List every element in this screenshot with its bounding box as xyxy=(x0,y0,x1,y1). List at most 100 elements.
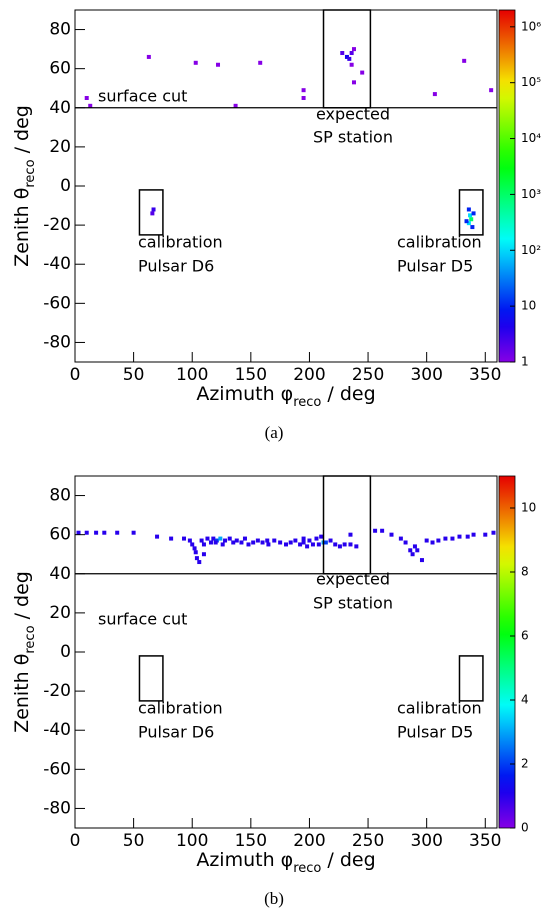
bin xyxy=(223,538,228,543)
annotation: calibration xyxy=(397,233,482,252)
bin xyxy=(462,58,467,63)
bin xyxy=(351,80,356,85)
bin xyxy=(131,530,136,535)
y-tick-label: 60 xyxy=(49,525,71,545)
x-axis-label-sub: reco xyxy=(293,861,321,876)
colorbar xyxy=(498,9,516,363)
x-tick-label: 50 xyxy=(123,831,145,851)
bin xyxy=(415,548,420,553)
y-axis-label-sub: reco xyxy=(23,625,38,653)
bin xyxy=(218,536,223,541)
bin xyxy=(234,538,239,543)
caption: (b) xyxy=(264,889,284,908)
bin xyxy=(278,540,283,545)
bin xyxy=(337,544,342,549)
bin xyxy=(323,540,328,545)
bin xyxy=(468,213,473,218)
bin xyxy=(465,534,470,539)
bin xyxy=(305,544,310,549)
y-tick-label: -80 xyxy=(43,332,71,352)
colorbar-tick-label: 10³ xyxy=(521,187,541,201)
bin xyxy=(151,207,156,212)
bin xyxy=(419,558,424,563)
bin xyxy=(231,540,236,545)
bin xyxy=(307,538,312,543)
colorbar-tick-label: 10² xyxy=(521,243,541,257)
y-tick-label: -60 xyxy=(43,759,71,779)
annotation: Pulsar D6 xyxy=(138,723,214,742)
colorbar-tick-label: 1 xyxy=(521,355,529,369)
bin xyxy=(76,530,81,535)
bin xyxy=(398,536,403,541)
annotation: surface cut xyxy=(98,610,187,629)
region-box xyxy=(138,189,164,236)
bin xyxy=(348,542,353,547)
annotation: expected xyxy=(316,570,390,589)
colorbar-tick-label: 10⁴ xyxy=(521,131,541,145)
bin xyxy=(193,550,198,555)
annotation: SP station xyxy=(313,594,393,613)
x-tick-label: 100 xyxy=(176,831,208,851)
x-tick-label: 250 xyxy=(352,365,384,385)
bin xyxy=(84,530,89,535)
bin xyxy=(298,542,303,547)
bin xyxy=(333,542,338,547)
bin xyxy=(450,536,455,541)
region-box xyxy=(138,655,164,702)
bin xyxy=(216,62,221,67)
bin xyxy=(443,536,448,541)
plot-frame xyxy=(74,475,498,829)
y-axis-label-main: Zenith θ xyxy=(11,188,33,267)
bin xyxy=(233,103,238,108)
bin xyxy=(187,538,192,543)
bin xyxy=(340,51,345,56)
bin xyxy=(293,538,298,543)
bin xyxy=(155,534,160,539)
y-tick-label: -60 xyxy=(43,293,71,313)
y-tick-label: 0 xyxy=(60,642,71,662)
colorbar-tick-label: 8 xyxy=(521,565,529,579)
y-tick-label: 0 xyxy=(60,176,71,196)
bin xyxy=(432,92,437,97)
annotation: expected xyxy=(316,105,390,124)
bin xyxy=(194,556,199,561)
x-axis-label-tail: / deg xyxy=(321,849,375,871)
x-axis-label: Azimuth φreco / deg xyxy=(196,849,375,876)
bin xyxy=(265,538,270,543)
bin xyxy=(266,542,271,547)
y-axis-label-main: Zenith θ xyxy=(11,654,33,733)
colorbar xyxy=(498,475,516,829)
bin xyxy=(246,542,251,547)
x-axis-label: Azimuth φreco / deg xyxy=(196,383,375,410)
x-tick-label: 150 xyxy=(235,365,267,385)
bin xyxy=(483,532,488,537)
annotation: Pulsar D5 xyxy=(397,257,473,276)
bin xyxy=(430,540,435,545)
bin xyxy=(470,225,475,230)
bin xyxy=(344,54,349,59)
y-tick-label: -40 xyxy=(43,720,71,740)
x-axis-label-main: Azimuth φ xyxy=(196,383,293,405)
colorbar-tick-label: 10⁵ xyxy=(521,75,541,89)
x-axis-label-sub: reco xyxy=(293,395,321,410)
bin xyxy=(201,552,206,557)
x-axis-label-main: Azimuth φ xyxy=(196,849,293,871)
bin xyxy=(115,530,120,535)
x-tick-label: 350 xyxy=(469,831,501,851)
bin xyxy=(301,88,306,93)
bin xyxy=(314,536,319,541)
bin xyxy=(169,536,174,541)
caption: (a) xyxy=(265,423,284,442)
bin xyxy=(205,536,210,541)
y-axis-label-sub: reco xyxy=(23,159,38,187)
bin xyxy=(94,530,99,535)
bin xyxy=(424,538,429,543)
bin xyxy=(192,546,197,551)
bin xyxy=(239,540,244,545)
bin xyxy=(201,542,206,547)
bin xyxy=(213,540,218,545)
bin xyxy=(319,534,324,539)
y-tick-label: -40 xyxy=(43,254,71,274)
bin xyxy=(348,532,353,537)
